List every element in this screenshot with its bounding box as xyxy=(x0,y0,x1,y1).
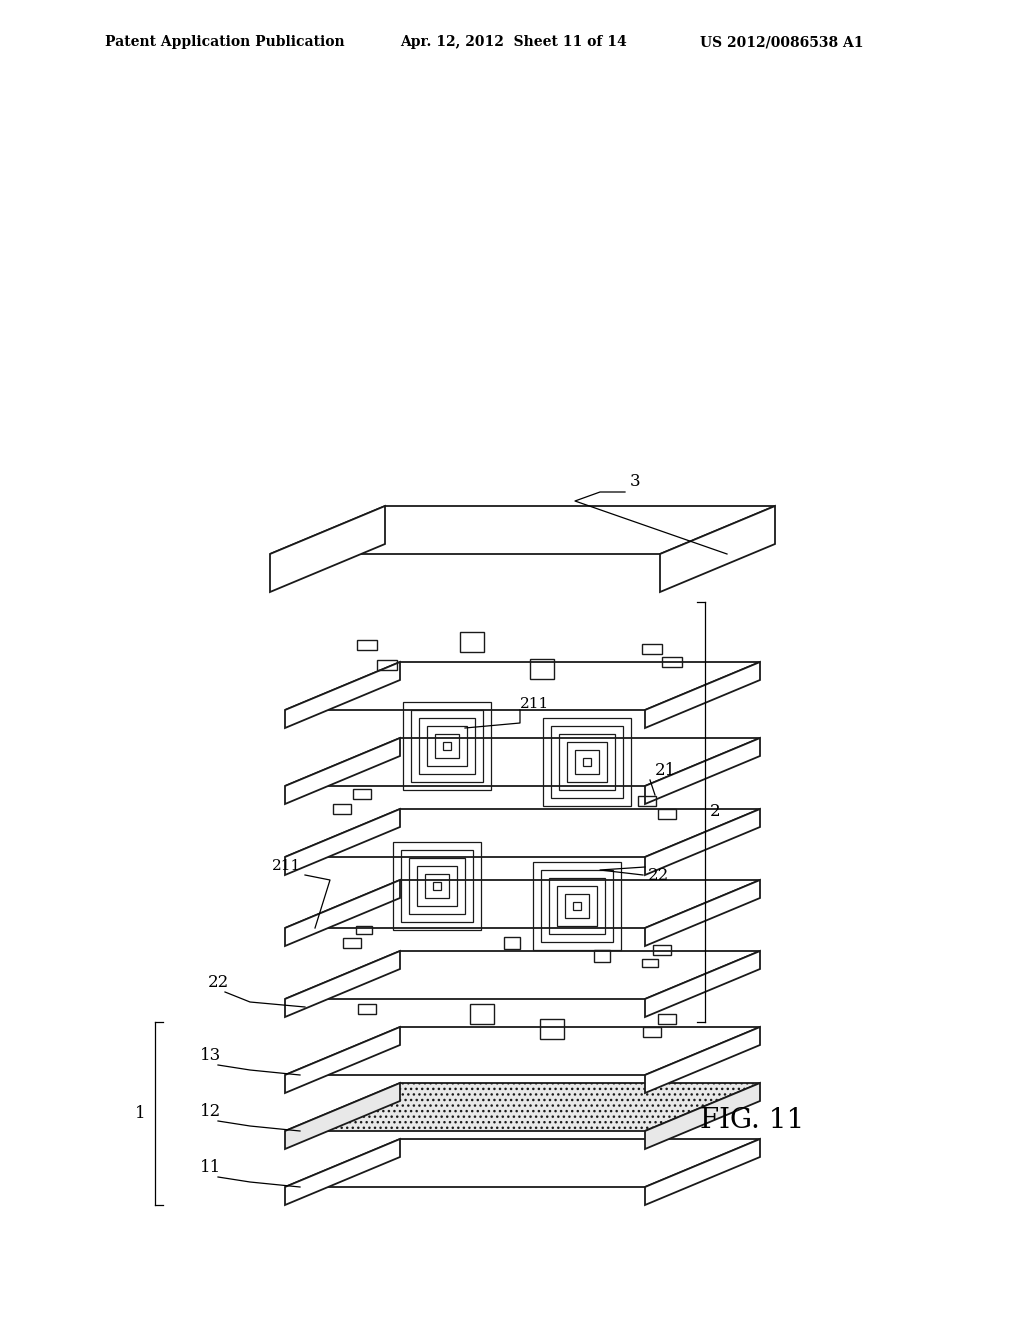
Polygon shape xyxy=(270,506,775,554)
Bar xyxy=(460,632,484,652)
Bar xyxy=(409,858,465,913)
Bar xyxy=(583,758,591,766)
Polygon shape xyxy=(645,809,760,875)
Bar xyxy=(594,950,610,962)
Polygon shape xyxy=(270,506,385,591)
Bar xyxy=(575,750,599,774)
Bar xyxy=(662,657,682,667)
Polygon shape xyxy=(285,663,400,729)
Bar xyxy=(642,960,658,968)
Bar xyxy=(393,842,481,931)
Text: 211: 211 xyxy=(520,697,549,711)
Bar xyxy=(557,886,597,927)
Bar xyxy=(357,640,377,649)
Bar xyxy=(433,882,441,890)
Text: 11: 11 xyxy=(200,1159,221,1176)
Bar xyxy=(411,710,483,781)
Text: 211: 211 xyxy=(272,859,301,873)
Polygon shape xyxy=(285,1139,400,1205)
Polygon shape xyxy=(645,950,760,1016)
Bar xyxy=(530,659,554,678)
Bar xyxy=(642,644,662,653)
Bar xyxy=(435,734,459,758)
Polygon shape xyxy=(645,663,760,729)
Bar xyxy=(353,789,371,799)
Bar xyxy=(534,862,621,950)
Bar xyxy=(417,866,457,906)
Polygon shape xyxy=(645,738,760,804)
Polygon shape xyxy=(285,880,400,946)
Bar xyxy=(540,1019,564,1039)
Polygon shape xyxy=(645,1139,760,1205)
Bar xyxy=(541,870,613,942)
Bar xyxy=(643,1027,662,1038)
Text: Apr. 12, 2012  Sheet 11 of 14: Apr. 12, 2012 Sheet 11 of 14 xyxy=(400,36,627,49)
Polygon shape xyxy=(660,506,775,591)
Text: 12: 12 xyxy=(200,1104,221,1119)
Text: 21: 21 xyxy=(655,762,676,779)
Polygon shape xyxy=(645,880,760,946)
Text: 2: 2 xyxy=(710,804,721,821)
Polygon shape xyxy=(285,950,400,1016)
Polygon shape xyxy=(285,1139,760,1187)
Polygon shape xyxy=(285,738,400,804)
Bar xyxy=(573,902,581,909)
Polygon shape xyxy=(285,1027,760,1074)
Text: 22: 22 xyxy=(648,867,670,884)
Bar xyxy=(425,874,449,898)
Bar xyxy=(403,702,490,789)
Polygon shape xyxy=(285,809,400,875)
Polygon shape xyxy=(285,738,760,785)
Text: Patent Application Publication: Patent Application Publication xyxy=(105,36,345,49)
Bar xyxy=(543,718,631,807)
Polygon shape xyxy=(285,1027,400,1093)
Polygon shape xyxy=(645,1027,760,1093)
Text: FIG. 11: FIG. 11 xyxy=(700,1106,804,1134)
Bar xyxy=(559,734,615,789)
Bar xyxy=(358,1005,376,1014)
Bar xyxy=(658,1014,676,1024)
Bar xyxy=(653,945,671,954)
Bar xyxy=(470,1005,494,1024)
Text: 3: 3 xyxy=(630,473,641,490)
Polygon shape xyxy=(285,1082,760,1131)
Bar xyxy=(333,804,351,814)
Bar xyxy=(565,894,589,917)
Text: US 2012/0086538 A1: US 2012/0086538 A1 xyxy=(700,36,863,49)
Bar xyxy=(638,796,656,807)
Bar xyxy=(427,726,467,766)
Bar xyxy=(356,927,372,935)
Bar xyxy=(401,850,473,921)
Text: 22: 22 xyxy=(208,974,229,991)
Bar xyxy=(567,742,607,781)
Bar xyxy=(504,937,520,949)
Polygon shape xyxy=(285,1082,400,1148)
Bar xyxy=(549,878,605,935)
Bar xyxy=(551,726,623,799)
Text: 13: 13 xyxy=(200,1047,221,1064)
Bar xyxy=(343,939,361,948)
Bar xyxy=(419,718,475,774)
Polygon shape xyxy=(285,809,760,857)
Polygon shape xyxy=(645,1082,760,1148)
Polygon shape xyxy=(285,950,760,999)
Bar xyxy=(443,742,451,750)
Polygon shape xyxy=(285,663,760,710)
Polygon shape xyxy=(285,880,760,928)
Text: 1: 1 xyxy=(135,1105,145,1122)
Bar xyxy=(658,809,676,818)
Bar xyxy=(377,660,397,671)
